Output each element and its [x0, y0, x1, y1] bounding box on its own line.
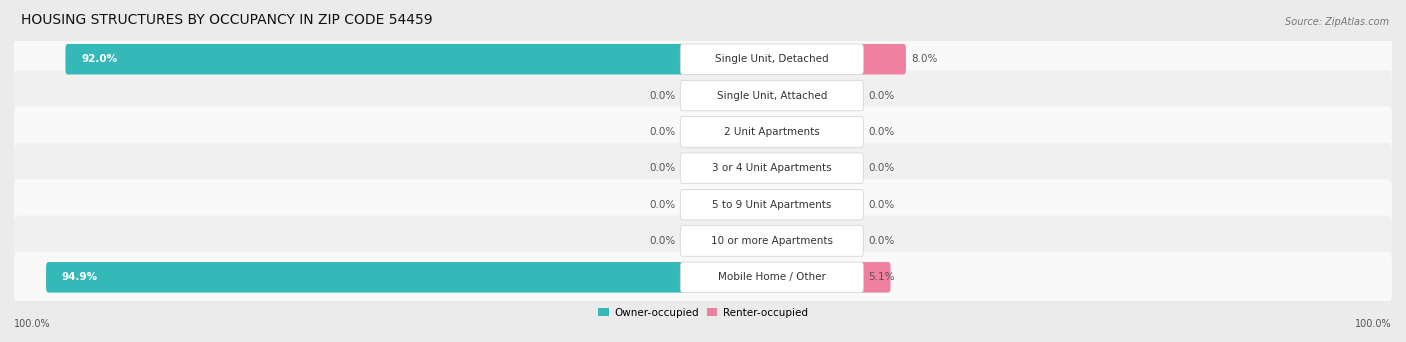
FancyBboxPatch shape — [681, 44, 863, 75]
Text: 0.0%: 0.0% — [869, 236, 894, 246]
Text: 0.0%: 0.0% — [650, 127, 675, 137]
Text: 0.0%: 0.0% — [650, 236, 675, 246]
Text: 0.0%: 0.0% — [650, 91, 675, 101]
Text: 10 or more Apartments: 10 or more Apartments — [711, 236, 832, 246]
FancyBboxPatch shape — [681, 80, 863, 111]
FancyBboxPatch shape — [681, 153, 863, 184]
Text: Mobile Home / Other: Mobile Home / Other — [718, 272, 825, 282]
Text: 0.0%: 0.0% — [869, 200, 894, 210]
Text: 0.0%: 0.0% — [869, 91, 894, 101]
Text: 92.0%: 92.0% — [82, 54, 118, 64]
Text: Single Unit, Detached: Single Unit, Detached — [716, 54, 828, 64]
FancyBboxPatch shape — [859, 44, 905, 75]
Text: 5.1%: 5.1% — [869, 272, 894, 282]
FancyBboxPatch shape — [681, 262, 863, 293]
FancyBboxPatch shape — [14, 143, 1392, 194]
FancyBboxPatch shape — [681, 117, 863, 147]
Text: 8.0%: 8.0% — [911, 54, 938, 64]
Text: 94.9%: 94.9% — [62, 272, 98, 282]
Text: HOUSING STRUCTURES BY OCCUPANCY IN ZIP CODE 54459: HOUSING STRUCTURES BY OCCUPANCY IN ZIP C… — [21, 13, 433, 27]
Text: Single Unit, Attached: Single Unit, Attached — [717, 91, 827, 101]
Text: 3 or 4 Unit Apartments: 3 or 4 Unit Apartments — [711, 163, 832, 173]
Text: 0.0%: 0.0% — [650, 200, 675, 210]
FancyBboxPatch shape — [14, 70, 1392, 121]
Text: Source: ZipAtlas.com: Source: ZipAtlas.com — [1285, 17, 1389, 27]
FancyBboxPatch shape — [681, 189, 863, 220]
FancyBboxPatch shape — [14, 252, 1392, 303]
FancyBboxPatch shape — [14, 215, 1392, 266]
FancyBboxPatch shape — [66, 44, 685, 75]
Text: 2 Unit Apartments: 2 Unit Apartments — [724, 127, 820, 137]
FancyBboxPatch shape — [14, 179, 1392, 230]
Text: 100.0%: 100.0% — [14, 319, 51, 329]
FancyBboxPatch shape — [46, 262, 685, 293]
Text: 0.0%: 0.0% — [869, 163, 894, 173]
Legend: Owner-occupied, Renter-occupied: Owner-occupied, Renter-occupied — [595, 303, 811, 322]
Text: 0.0%: 0.0% — [869, 127, 894, 137]
Text: 0.0%: 0.0% — [650, 163, 675, 173]
Text: 100.0%: 100.0% — [1355, 319, 1392, 329]
FancyBboxPatch shape — [14, 106, 1392, 157]
FancyBboxPatch shape — [14, 34, 1392, 85]
Text: 5 to 9 Unit Apartments: 5 to 9 Unit Apartments — [713, 200, 831, 210]
FancyBboxPatch shape — [859, 262, 890, 293]
FancyBboxPatch shape — [681, 226, 863, 256]
